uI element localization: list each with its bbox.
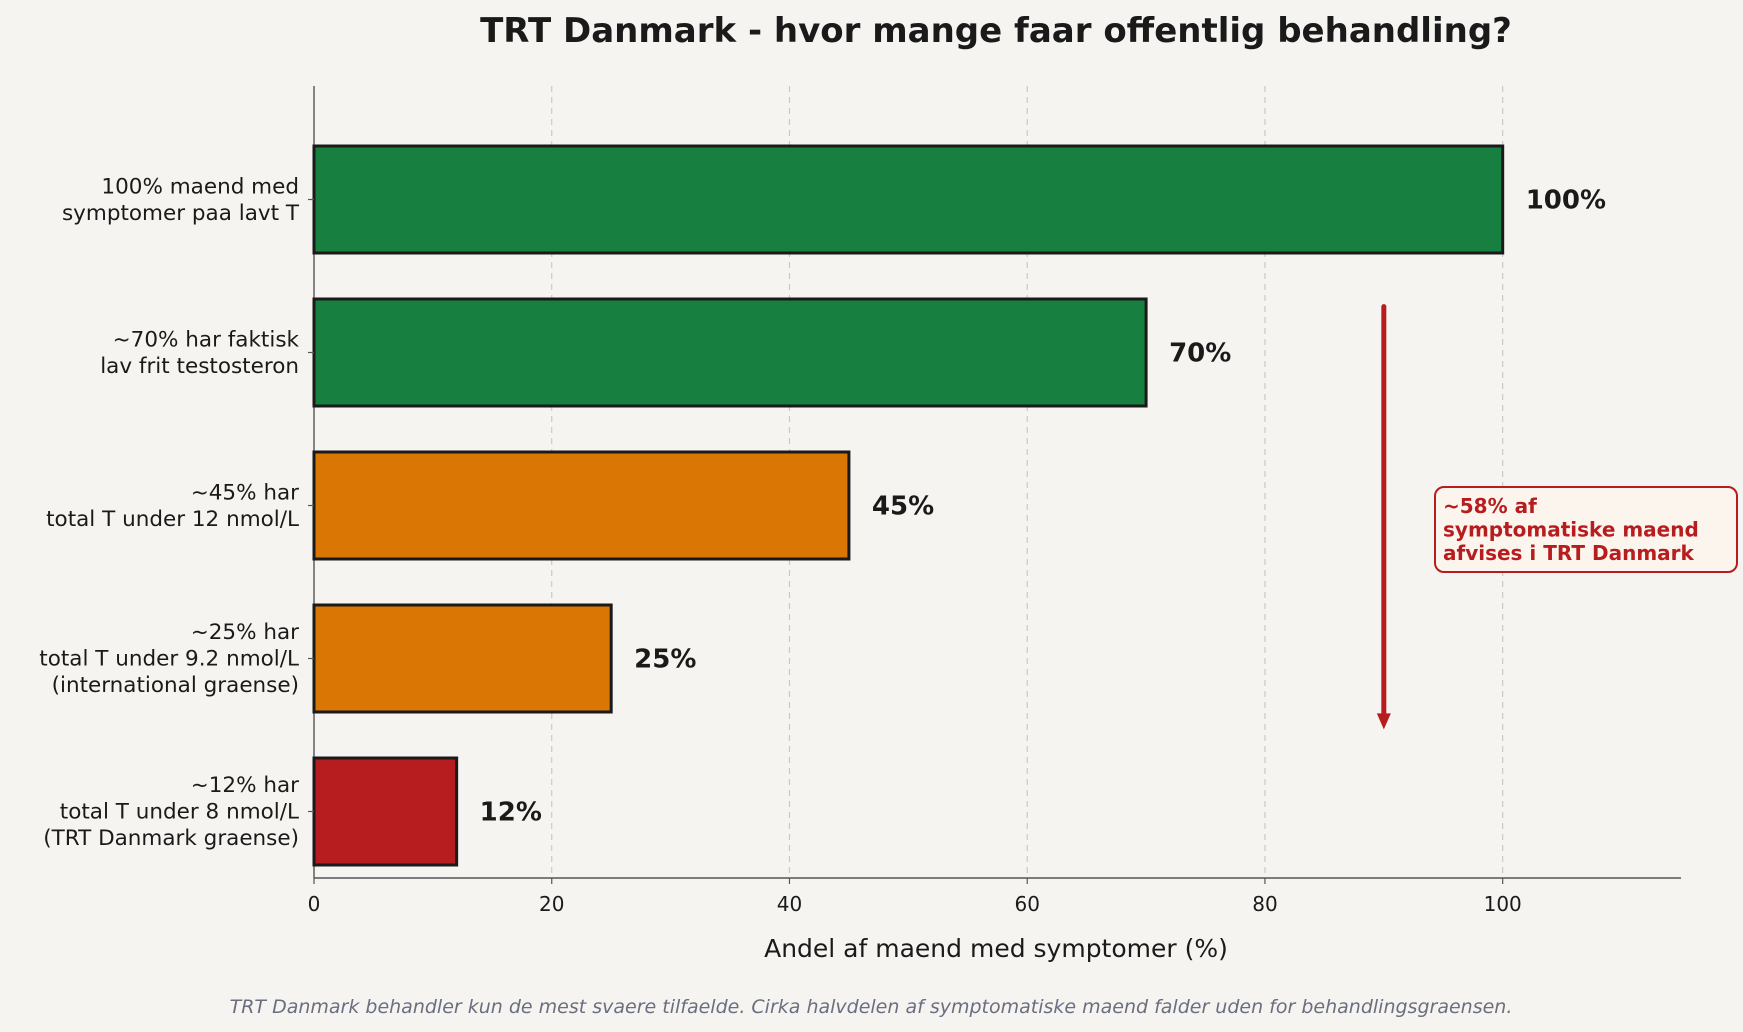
category-label: ~45% har total T under 12 nmol/L	[46, 480, 299, 532]
bar	[312, 603, 613, 714]
x-axis-label: Andel af maend med symptomer (%)	[764, 934, 1228, 963]
bar	[312, 144, 1505, 255]
category-labels: 100% maend med symptomer paa lavt T ~70% h…	[39, 174, 314, 851]
bar-value-label: 12%	[480, 798, 542, 828]
x-tick-label: 80	[1252, 892, 1277, 916]
x-tick-labels: 0 20 40 60 80 100	[308, 878, 1522, 916]
annotation-box	[1434, 486, 1738, 573]
bar-value-label: 45%	[872, 492, 934, 522]
x-tick-label: 0	[308, 892, 321, 916]
x-tick-label: 40	[777, 892, 802, 916]
x-tick-label: 20	[539, 892, 564, 916]
bar	[312, 756, 459, 867]
category-label: ~12% har total T under 8 nmol/L (TRT Danma…	[43, 773, 299, 851]
bars: 100% 70% 45% 25% 12%	[312, 144, 1606, 867]
footnote: TRT Danmark behandler kun de mest svaere…	[230, 996, 1513, 1018]
bar-value-label: 70%	[1169, 339, 1231, 369]
chart-title: TRT Danmark - hvor mange faar offentlig …	[480, 11, 1512, 51]
annotation-arrow-head	[1376, 713, 1391, 730]
category-label: ~25% har total T under 9.2 nmol/L (interna…	[39, 620, 299, 698]
bar-value-label: 25%	[634, 645, 696, 675]
x-tick-label: 60	[1014, 892, 1039, 916]
annotation-text: ~58% af symptomatiske maend afvises i TRT …	[1443, 494, 1699, 565]
category-label: 100% maend med symptomer paa lavt T	[62, 174, 300, 226]
annotation: ~58% af symptomatiske maend afvises i TRT …	[1376, 304, 1738, 730]
bar	[312, 297, 1148, 408]
x-tick-label: 100	[1484, 892, 1522, 916]
bar	[312, 450, 851, 561]
category-label: ~70% har faktisk lav frit testosteron	[100, 327, 299, 379]
bar-value-label: 100%	[1526, 186, 1606, 216]
